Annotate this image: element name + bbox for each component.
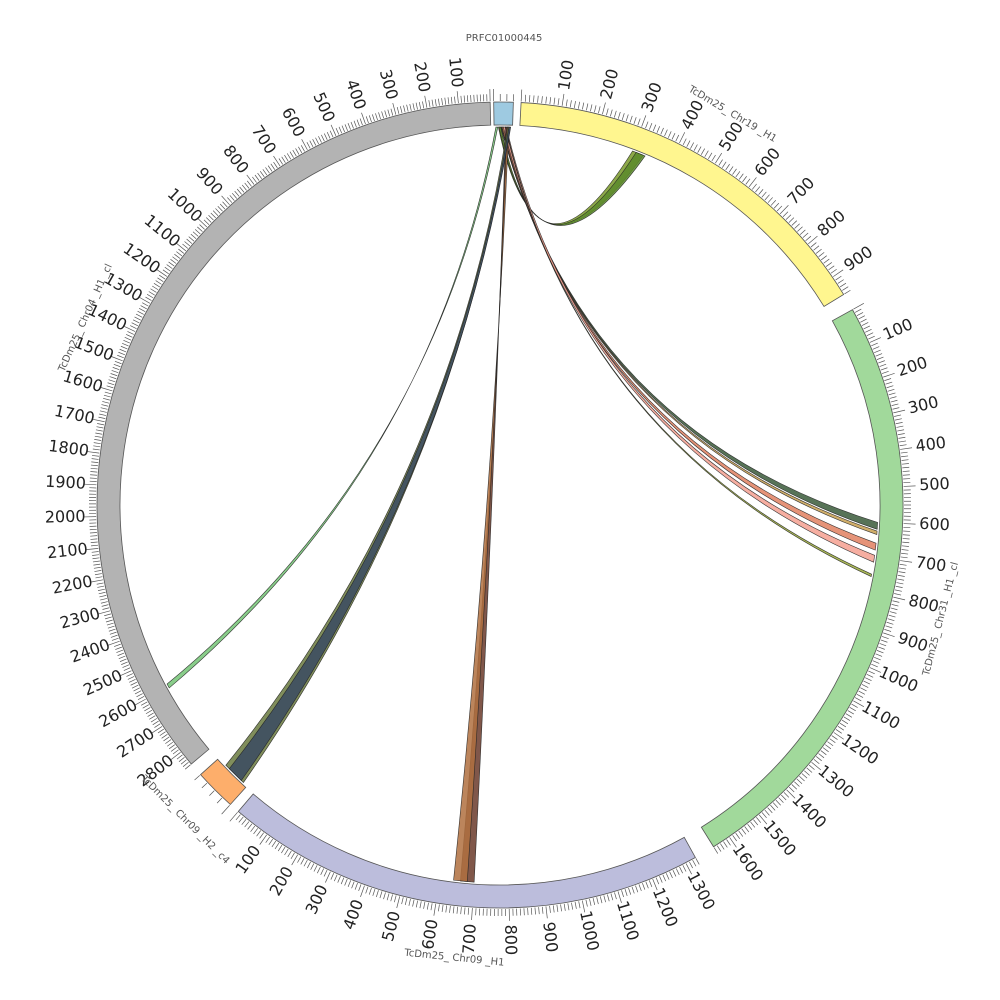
tick-label: 400 (342, 77, 370, 112)
tick-label: 1300 (683, 868, 719, 913)
tick-label: 300 (906, 392, 940, 417)
tick-label: 1600 (729, 840, 768, 884)
tick-label: 500 (309, 89, 339, 125)
tick-label: 1000 (576, 909, 603, 953)
tick-label: 1100 (859, 697, 904, 733)
link-PRFC-chr31 (501, 126, 878, 535)
tick-label: 300 (637, 80, 665, 115)
tick-label: 700 (783, 173, 818, 208)
tick-label: 1500 (760, 816, 801, 859)
tick-label: 1000 (876, 662, 921, 696)
segment-label-chr09h1: TcDm25_ Chr09 _H1 (403, 948, 505, 969)
tick-label: 300 (376, 67, 402, 101)
segment-label-PRFC: PRFC01000445 (466, 33, 543, 44)
tick-label: 500 (919, 474, 950, 494)
tick-label: 2700 (113, 723, 157, 761)
tick-label: 600 (919, 514, 950, 534)
tick-label: 2300 (58, 603, 102, 632)
tick-label: 2000 (45, 506, 86, 526)
tick-label: 1900 (45, 472, 87, 493)
tick-label: 900 (192, 163, 227, 198)
link-PRFC-chr04 (166, 126, 499, 689)
tick-label: 100 (231, 842, 264, 878)
tick-label: 900 (840, 242, 876, 275)
tick-label: 700 (459, 923, 480, 955)
tick-label: 1100 (613, 898, 643, 942)
tick-label: 2600 (96, 695, 141, 731)
link-PRFC-chr31 (501, 126, 877, 551)
tick-label: 200 (265, 863, 297, 899)
tick-label: 2100 (46, 539, 89, 562)
link-PRFC-chr31 (504, 126, 872, 578)
tick-label: 1800 (47, 436, 90, 460)
ideogram-chr04 (96, 101, 492, 765)
ideogram-chr31 (700, 309, 904, 848)
links-layer (166, 126, 878, 883)
tick-label: 1400 (788, 790, 830, 832)
tick-label: 800 (813, 206, 849, 240)
tick-label: 100 (554, 59, 577, 92)
link-PRFC-chr31 (502, 126, 875, 563)
tick-label: 900 (895, 628, 930, 656)
tick-label: 200 (410, 60, 434, 93)
ticks-PRFC (493, 89, 514, 102)
tick-label: 1100 (141, 211, 185, 251)
link-PRFC-chr09h2 (228, 126, 512, 782)
tick-label: 200 (596, 67, 622, 101)
ideogram-layer (96, 101, 904, 909)
ideogram-chr09h1 (237, 793, 696, 909)
tick-label: 1000 (164, 184, 207, 226)
ideogram-PRFC (493, 101, 514, 126)
link-PRFC-chr09h1 (453, 126, 510, 882)
tick-label: 300 (301, 882, 331, 918)
link-PRFC-chr31 (500, 126, 878, 530)
tick-label: 2200 (51, 571, 95, 597)
tick-label: 1200 (838, 730, 882, 769)
tick-label: 2400 (68, 635, 113, 667)
ticks-chr31 (713, 303, 916, 854)
tick-label: 2500 (80, 665, 125, 699)
tick-label: 600 (750, 144, 784, 180)
tick-label: 100 (445, 56, 467, 88)
tick-label: 800 (501, 924, 521, 955)
tick-label: 800 (907, 590, 941, 615)
tick-label: 1300 (814, 761, 858, 802)
tick-label: 1700 (53, 401, 97, 428)
tick-label: 500 (378, 909, 404, 943)
ideogram-chr19 (519, 102, 845, 308)
tick-label: 200 (895, 352, 930, 380)
tick-label: 1200 (120, 239, 164, 278)
tick-label: 600 (278, 104, 309, 140)
tick-label: 700 (248, 122, 281, 158)
ideogram-chr09h2 (199, 758, 247, 806)
tick-label: 800 (219, 141, 253, 177)
ticks-chr19 (520, 89, 851, 295)
tick-label: 700 (915, 552, 948, 575)
tick-label: 100 (880, 314, 916, 344)
tick-label: 400 (339, 897, 367, 932)
tick-label: 1200 (649, 885, 682, 930)
link-PRFC-chr09h2 (225, 126, 511, 784)
ticks-chr09h1 (229, 811, 700, 921)
tick-label: 600 (418, 918, 442, 951)
ticks-chr09h2 (194, 775, 230, 815)
ticks-chr04 (84, 89, 491, 770)
segment-label-chr31: TcDm25_ Chr31 _H1 _cl (921, 561, 961, 678)
tick-label: 400 (914, 433, 947, 456)
tick-label: 900 (539, 921, 561, 954)
